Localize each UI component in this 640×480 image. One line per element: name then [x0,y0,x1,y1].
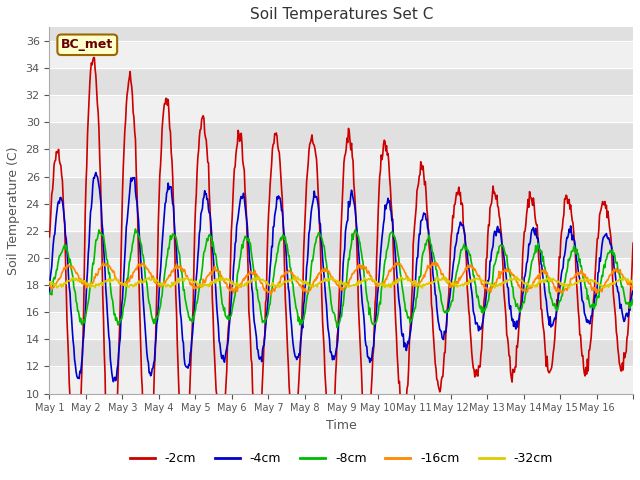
Bar [49,149,633,177]
Bar [49,312,633,339]
Bar [49,366,633,394]
Bar [49,177,633,204]
Bar [49,14,633,41]
Bar [49,231,633,258]
Bar [49,258,633,285]
Title: Soil Temperatures Set C: Soil Temperatures Set C [250,7,433,22]
Text: BC_met: BC_met [61,38,113,51]
Y-axis label: Soil Temperature (C): Soil Temperature (C) [7,146,20,275]
Bar [49,41,633,68]
Bar [49,204,633,231]
Bar [49,122,633,149]
Bar [49,285,633,312]
Legend: -2cm, -4cm, -8cm, -16cm, -32cm: -2cm, -4cm, -8cm, -16cm, -32cm [125,447,558,470]
Bar [49,68,633,95]
Bar [49,95,633,122]
Bar [49,339,633,366]
X-axis label: Time: Time [326,419,356,432]
